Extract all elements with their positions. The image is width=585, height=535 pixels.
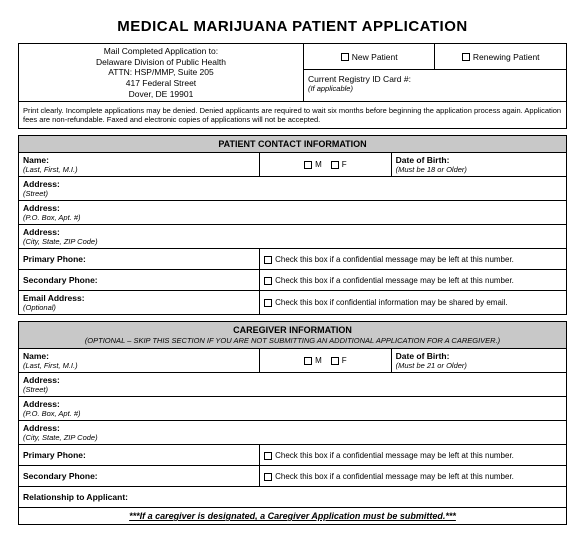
- patient-primary-phone-checkbox[interactable]: [264, 256, 272, 264]
- caregiver-dob-label: Date of Birth:: [396, 351, 450, 361]
- caregiver-header-text: CAREGIVER INFORMATION: [233, 325, 352, 335]
- new-patient-cell: New Patient: [303, 44, 435, 70]
- caregiver-f-checkbox[interactable]: [331, 357, 339, 365]
- patient-email-check-label: Check this box if confidential informati…: [275, 298, 508, 307]
- mail-line1: Mail Completed Application to:: [104, 46, 218, 56]
- renewing-patient-label: Renewing Patient: [473, 52, 540, 62]
- caregiver-header: CAREGIVER INFORMATION (OPTIONAL – SKIP T…: [19, 322, 567, 349]
- patient-email-label: Email Address:: [23, 293, 85, 303]
- patient-addr-pobox-hint: (P.O. Box, Apt. #): [23, 213, 81, 222]
- patient-dob-label: Date of Birth:: [396, 155, 450, 165]
- caregiver-gender-cell: M F: [260, 349, 392, 373]
- patient-secondary-phone-checkbox[interactable]: [264, 277, 272, 285]
- patient-gender-cell: M F: [260, 153, 392, 177]
- header-table: Mail Completed Application to: Delaware …: [18, 43, 567, 129]
- caregiver-table: CAREGIVER INFORMATION (OPTIONAL – SKIP T…: [18, 321, 567, 525]
- caregiver-dob-hint: (Must be 21 or Older): [396, 361, 467, 370]
- patient-name-label: Name:: [23, 155, 49, 165]
- caregiver-addr-city-hint: (City, State, ZIP Code): [23, 433, 98, 442]
- caregiver-m-label: M: [315, 356, 322, 365]
- caregiver-f-label: F: [342, 356, 347, 365]
- patient-table: PATIENT CONTACT INFORMATION Name: (Last,…: [18, 135, 567, 315]
- caregiver-footer: ***If a caregiver is designated, a Careg…: [19, 508, 567, 525]
- patient-name-hint: (Last, First, M.I.): [23, 165, 78, 174]
- caregiver-secondary-phone-checkbox[interactable]: [264, 473, 272, 481]
- patient-primary-phone[interactable]: Primary Phone:: [19, 249, 260, 270]
- new-patient-checkbox[interactable]: [341, 53, 349, 61]
- caregiver-addr-pobox-hint: (P.O. Box, Apt. #): [23, 409, 81, 418]
- mail-line4: 417 Federal Street: [126, 78, 196, 88]
- patient-dob-cell[interactable]: Date of Birth: (Must be 18 or Older): [391, 153, 566, 177]
- patient-dob-hint: (Must be 18 or Older): [396, 165, 467, 174]
- registry-label: Current Registry ID Card #:: [308, 74, 411, 84]
- patient-f-checkbox[interactable]: [331, 161, 339, 169]
- caregiver-secondary-phone-label: Secondary Phone:: [23, 471, 98, 481]
- caregiver-primary-phone-check-label: Check this box if a confidential message…: [275, 451, 514, 460]
- caregiver-subnote: (OPTIONAL – SKIP THIS SECTION IF YOU ARE…: [85, 336, 500, 345]
- caregiver-addr-pobox-label: Address:: [23, 399, 60, 409]
- caregiver-name-label: Name:: [23, 351, 49, 361]
- patient-primary-phone-check-cell: Check this box if a confidential message…: [260, 249, 567, 270]
- registry-hint: (If applicable): [308, 84, 353, 93]
- patient-addr-pobox-label: Address:: [23, 203, 60, 213]
- caregiver-addr-city-label: Address:: [23, 423, 60, 433]
- patient-addr-street-label: Address:: [23, 179, 60, 189]
- mail-line2: Delaware Division of Public Health: [96, 57, 226, 67]
- patient-email-hint: (Optional): [23, 303, 56, 312]
- patient-addr-street[interactable]: Address: (Street): [19, 177, 567, 201]
- patient-header: PATIENT CONTACT INFORMATION: [19, 136, 567, 153]
- caregiver-relationship[interactable]: Relationship to Applicant:: [19, 487, 567, 508]
- patient-addr-pobox[interactable]: Address: (P.O. Box, Apt. #): [19, 201, 567, 225]
- caregiver-secondary-phone-check-cell: Check this box if a confidential message…: [260, 466, 567, 487]
- patient-secondary-phone[interactable]: Secondary Phone:: [19, 270, 260, 291]
- form-title: MEDICAL MARIJUANA PATIENT APPLICATION: [18, 18, 567, 35]
- caregiver-primary-phone-label: Primary Phone:: [23, 450, 86, 460]
- caregiver-addr-street-hint: (Street): [23, 385, 48, 394]
- patient-primary-phone-label: Primary Phone:: [23, 254, 86, 264]
- caregiver-primary-phone-check-cell: Check this box if a confidential message…: [260, 445, 567, 466]
- renewing-patient-cell: Renewing Patient: [435, 44, 567, 70]
- patient-email[interactable]: Email Address: (Optional): [19, 291, 260, 315]
- patient-email-checkbox[interactable]: [264, 299, 272, 307]
- caregiver-name-cell[interactable]: Name: (Last, First, M.I.): [19, 349, 260, 373]
- patient-email-check-cell: Check this box if confidential informati…: [260, 291, 567, 315]
- instructions: Print clearly. Incomplete applications m…: [19, 102, 567, 129]
- registry-cell: Current Registry ID Card #: (If applicab…: [303, 70, 566, 102]
- patient-m-checkbox[interactable]: [304, 161, 312, 169]
- mail-line5: Dover, DE 19901: [129, 89, 194, 99]
- caregiver-addr-street[interactable]: Address: (Street): [19, 373, 567, 397]
- new-patient-label: New Patient: [352, 52, 398, 62]
- caregiver-name-hint: (Last, First, M.I.): [23, 361, 78, 370]
- caregiver-primary-phone[interactable]: Primary Phone:: [19, 445, 260, 466]
- renewing-patient-checkbox[interactable]: [462, 53, 470, 61]
- caregiver-addr-street-label: Address:: [23, 375, 60, 385]
- caregiver-addr-pobox[interactable]: Address: (P.O. Box, Apt. #): [19, 397, 567, 421]
- patient-m-label: M: [315, 160, 322, 169]
- patient-addr-city-hint: (City, State, ZIP Code): [23, 237, 98, 246]
- patient-addr-street-hint: (Street): [23, 189, 48, 198]
- caregiver-addr-city[interactable]: Address: (City, State, ZIP Code): [19, 421, 567, 445]
- patient-secondary-phone-check-label: Check this box if a confidential message…: [275, 276, 514, 285]
- caregiver-secondary-phone[interactable]: Secondary Phone:: [19, 466, 260, 487]
- mail-line3: ATTN: HSP/MMP, Suite 205: [108, 67, 214, 77]
- patient-addr-city[interactable]: Address: (City, State, ZIP Code): [19, 225, 567, 249]
- patient-secondary-phone-check-cell: Check this box if a confidential message…: [260, 270, 567, 291]
- caregiver-dob-cell[interactable]: Date of Birth: (Must be 21 or Older): [391, 349, 566, 373]
- caregiver-relationship-label: Relationship to Applicant:: [23, 492, 128, 502]
- caregiver-primary-phone-checkbox[interactable]: [264, 452, 272, 460]
- patient-addr-city-label: Address:: [23, 227, 60, 237]
- caregiver-secondary-phone-check-label: Check this box if a confidential message…: [275, 472, 514, 481]
- mail-block: Mail Completed Application to: Delaware …: [19, 44, 304, 102]
- patient-primary-phone-check-label: Check this box if a confidential message…: [275, 255, 514, 264]
- patient-f-label: F: [342, 160, 347, 169]
- patient-secondary-phone-label: Secondary Phone:: [23, 275, 98, 285]
- caregiver-m-checkbox[interactable]: [304, 357, 312, 365]
- patient-name-cell[interactable]: Name: (Last, First, M.I.): [19, 153, 260, 177]
